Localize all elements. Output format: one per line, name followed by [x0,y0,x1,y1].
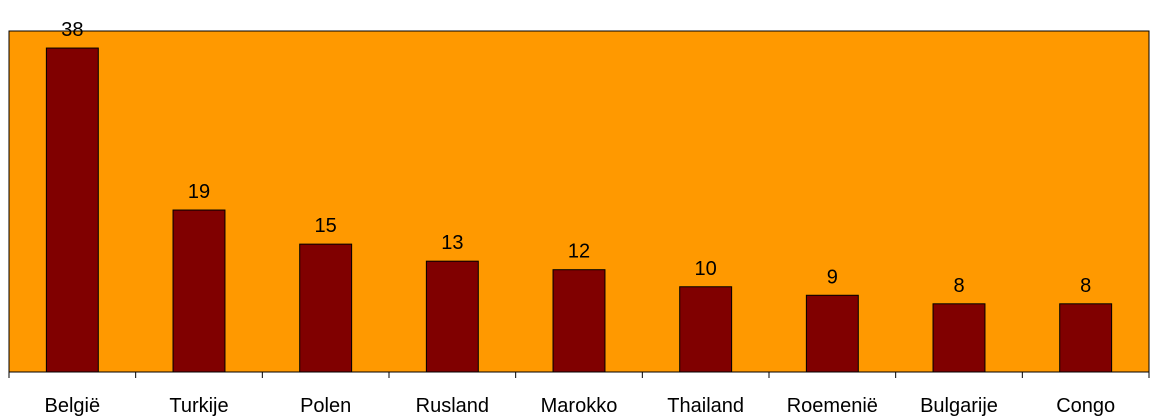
bar [45,47,99,373]
data-label: 13 [441,232,463,254]
bars-group [45,47,1113,373]
data-label: 10 [695,258,717,280]
bar [552,269,606,373]
category-label: Turkije [169,395,228,417]
category-label: Congo [1056,395,1115,417]
x-axis-ticks [8,372,1150,378]
bar [805,294,859,373]
bar [425,260,479,373]
category-labels-group: België Turkije Polen Rusland Marokko Thailand… [45,395,1116,417]
data-label: 15 [315,215,337,237]
data-label: 38 [61,19,83,41]
category-label: Roemenië [787,395,878,417]
data-labels-group: 38 19 15 13 12 10 9 8 8 [61,19,1091,297]
bar [679,286,733,373]
bar [172,209,226,373]
category-label: Rusland [416,395,489,417]
category-label: Thailand [667,395,744,417]
category-label: Bulgarije [920,395,998,417]
category-label: Polen [300,395,351,417]
data-label: 12 [568,241,590,263]
category-label: Marokko [541,395,618,417]
bar [1059,303,1113,373]
bar [299,243,353,373]
data-label: 19 [188,181,210,203]
data-label: 8 [953,275,964,297]
data-label: 9 [827,266,838,288]
bar [932,303,986,373]
data-label: 8 [1080,275,1091,297]
category-label: België [45,395,101,417]
